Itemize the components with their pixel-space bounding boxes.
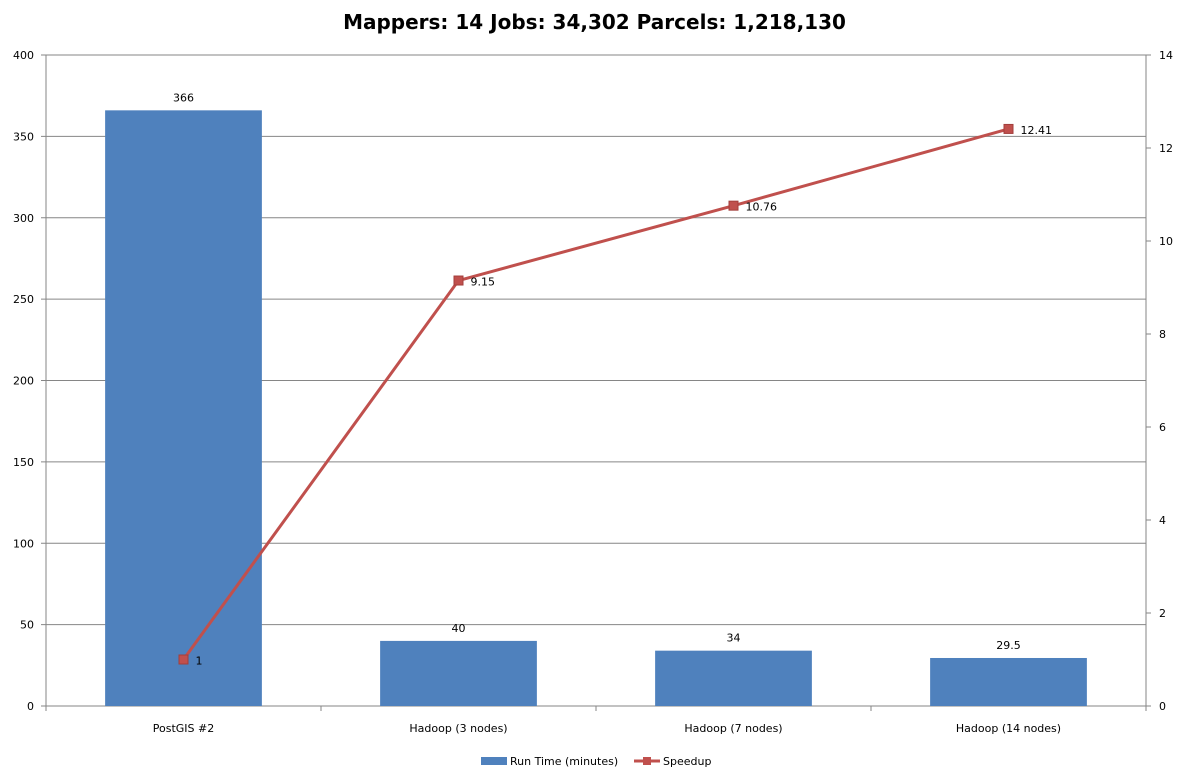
bar-data-label: 40 bbox=[452, 622, 466, 635]
y2-tick-label: 10 bbox=[1159, 235, 1173, 248]
speedup-marker bbox=[178, 654, 189, 665]
y-tick-label: 300 bbox=[13, 212, 34, 225]
speedup-marker bbox=[728, 200, 739, 211]
x-tick-label: Hadoop (14 nodes) bbox=[956, 722, 1061, 735]
y-tick-label: 50 bbox=[20, 619, 34, 632]
x-tick-label: Hadoop (7 nodes) bbox=[684, 722, 782, 735]
y2-tick-label: 8 bbox=[1159, 328, 1166, 341]
y2-tick-label: 4 bbox=[1159, 514, 1166, 527]
y-tick-label: 200 bbox=[13, 375, 34, 388]
legend-label-runtime: Run Time (minutes) bbox=[510, 755, 618, 768]
speedup-line bbox=[182, 127, 1009, 661]
y-tick-label: 0 bbox=[27, 700, 34, 713]
speedup-marker bbox=[1003, 123, 1014, 134]
y-tick-label: 350 bbox=[13, 130, 34, 143]
x-tick-label: Hadoop (3 nodes) bbox=[409, 722, 507, 735]
bar bbox=[930, 657, 1087, 706]
y2-tick-label: 2 bbox=[1159, 607, 1166, 620]
speedup-data-label: 1 bbox=[196, 655, 203, 668]
bar-data-label: 34 bbox=[727, 632, 741, 645]
bar bbox=[655, 650, 812, 706]
bar-data-label: 366 bbox=[173, 91, 194, 104]
y2-tick-label: 12 bbox=[1159, 142, 1173, 155]
speedup-data-label: 12.41 bbox=[1021, 124, 1053, 137]
chart-title: Mappers: 14 Jobs: 34,302 Parcels: 1,218,… bbox=[343, 10, 846, 34]
y-tick-label: 400 bbox=[13, 49, 34, 62]
speedup-marker bbox=[453, 275, 464, 286]
y-tick-label: 250 bbox=[13, 293, 34, 306]
legend-swatch-runtime bbox=[481, 757, 507, 765]
y-tick-label: 100 bbox=[13, 537, 34, 550]
bar bbox=[105, 110, 262, 706]
speedup-data-label: 10.76 bbox=[746, 201, 778, 214]
x-tick-label: PostGIS #2 bbox=[153, 722, 214, 735]
y2-tick-label: 0 bbox=[1159, 700, 1166, 713]
speedup-data-label: 9.15 bbox=[471, 276, 496, 289]
bar-data-label: 29.5 bbox=[996, 639, 1021, 652]
y-tick-label: 150 bbox=[13, 456, 34, 469]
y2-tick-label: 6 bbox=[1159, 421, 1166, 434]
legend-label-speedup: Speedup bbox=[663, 755, 711, 768]
y2-tick-label: 14 bbox=[1159, 49, 1173, 62]
legend-marker-speedup bbox=[643, 757, 651, 765]
bar bbox=[380, 640, 537, 706]
